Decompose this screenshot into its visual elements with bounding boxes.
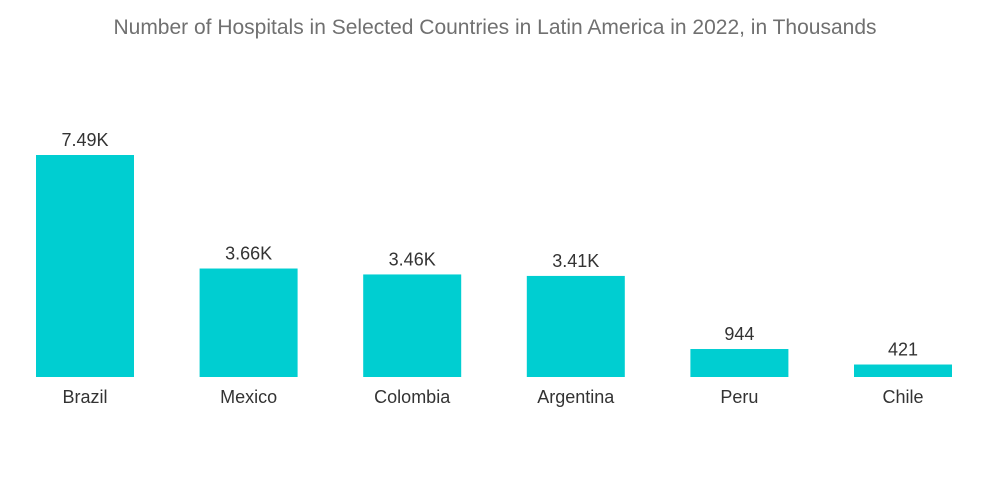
data-label-peru: 944 xyxy=(724,324,754,344)
chart-title: Number of Hospitals in Selected Countrie… xyxy=(113,16,877,39)
bar-peru xyxy=(690,349,789,377)
x-tick-label-colombia: Colombia xyxy=(374,387,451,407)
x-tick-label-peru: Peru xyxy=(720,387,758,407)
data-label-chile: 421 xyxy=(888,340,918,360)
x-tick-label-mexico: Mexico xyxy=(220,387,277,407)
bar-chile xyxy=(854,364,952,377)
bar-colombia xyxy=(363,274,462,377)
bar-argentina xyxy=(526,275,625,377)
data-label-mexico: 3.66K xyxy=(225,244,272,264)
x-tick-label-brazil: Brazil xyxy=(62,387,107,407)
bar-mexico xyxy=(199,268,298,377)
data-label-argentina: 3.41K xyxy=(552,251,599,271)
data-label-colombia: 3.46K xyxy=(389,249,436,269)
data-label-brazil: 7.49K xyxy=(61,130,108,150)
x-tick-label-chile: Chile xyxy=(882,387,923,407)
bar-brazil xyxy=(36,155,134,377)
x-tick-label-argentina: Argentina xyxy=(537,387,615,407)
